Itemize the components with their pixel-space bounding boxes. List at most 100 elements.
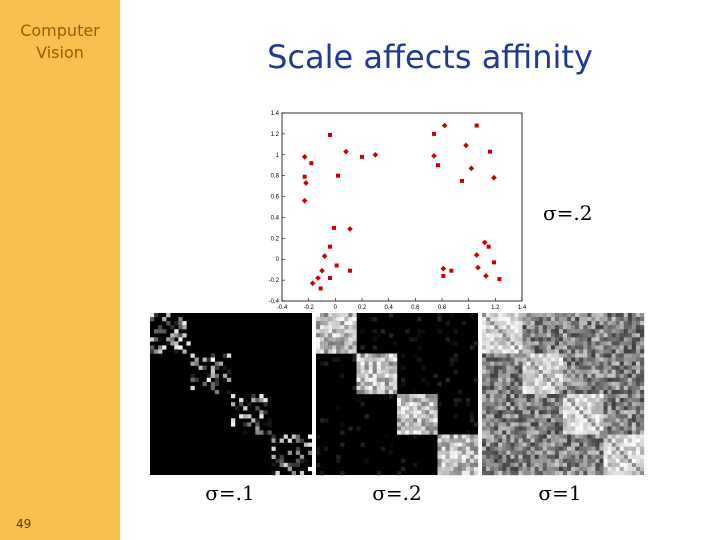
affinity-cell <box>502 365 507 370</box>
affinity-cell <box>222 377 228 383</box>
affinity-cell <box>530 317 535 322</box>
affinity-cell <box>360 389 365 395</box>
affinity-cell <box>372 381 377 387</box>
affinity-cell <box>486 365 491 370</box>
affinity-cell <box>441 462 446 468</box>
affinity-cell <box>486 349 491 354</box>
affinity-cell <box>534 462 539 468</box>
affinity-cell <box>538 470 543 476</box>
affinity-cell <box>542 406 547 411</box>
affinity-cell <box>482 422 487 427</box>
affinity-cell <box>550 426 556 431</box>
affinity-cell <box>384 373 390 378</box>
affinity-cell <box>591 365 596 370</box>
affinity-cell <box>457 466 462 472</box>
affinity-cell <box>413 430 418 435</box>
affinity-cell <box>482 470 487 476</box>
affinity-cell <box>413 394 418 399</box>
affinity-cell <box>441 434 446 439</box>
affinity-cell <box>441 450 446 455</box>
affinity-cell <box>546 349 552 354</box>
affinity-cell <box>506 365 511 370</box>
affinity-cell <box>397 430 402 435</box>
affinity-cell <box>490 426 495 431</box>
affinity-cell <box>510 381 515 387</box>
affinity-cell <box>631 430 637 435</box>
affinity-cell <box>498 389 503 395</box>
affinity-cell <box>482 402 487 407</box>
affinity-cell <box>409 430 414 435</box>
affinity-cell <box>623 369 628 374</box>
affinity-cell <box>599 357 604 362</box>
affinity-cell <box>595 406 600 411</box>
affinity-cell <box>534 377 539 383</box>
affinity-cell <box>619 337 624 342</box>
affinity-cell <box>510 422 515 427</box>
affinity-cell <box>469 454 475 459</box>
affinity-cell <box>534 470 539 476</box>
affinity-cell <box>579 458 584 464</box>
affinity-cell <box>502 406 507 411</box>
affinity-cell <box>356 389 361 395</box>
affinity-cell <box>558 313 564 318</box>
affinity-cell <box>554 418 560 423</box>
affinity-cell <box>388 394 394 399</box>
affinity-cell <box>502 414 507 419</box>
affinity-cell <box>639 385 645 391</box>
affinity-cell <box>421 422 426 427</box>
affinity-cell <box>413 426 418 431</box>
affinity-cell <box>571 442 576 447</box>
affinity-cell <box>635 430 641 435</box>
affinity-cell <box>635 369 641 374</box>
affinity-cell <box>328 349 333 354</box>
affinity-cell <box>303 458 309 464</box>
affinity-cell <box>607 349 612 354</box>
affinity-cell <box>619 345 624 350</box>
affinity-cell <box>413 389 418 395</box>
affinity-cell <box>506 418 511 423</box>
affinity-cell <box>356 385 361 391</box>
affinity-cell <box>554 394 560 399</box>
affinity-cell <box>514 377 519 383</box>
affinity-cell <box>271 434 276 439</box>
affinity-cell <box>465 442 471 447</box>
affinity-cell <box>554 446 560 451</box>
affinity-cell <box>627 333 633 338</box>
affinity-cell <box>457 446 462 451</box>
affinity-cell <box>546 341 552 346</box>
affinity-cell <box>392 377 398 383</box>
affinity-cell <box>522 402 527 407</box>
point <box>343 148 349 155</box>
affinity-cell <box>352 317 357 322</box>
affinity-cell <box>579 385 584 391</box>
affinity-cell <box>324 329 329 334</box>
affinity-cell <box>526 329 531 334</box>
affinity-cell <box>595 325 600 330</box>
affinity-cell <box>603 442 608 447</box>
affinity-cell <box>469 446 475 451</box>
affinity-cell <box>178 317 183 322</box>
affinity-cell <box>587 341 592 346</box>
affinity-cell <box>603 349 608 354</box>
affinity-cell <box>522 385 527 391</box>
affinity-cell <box>425 426 430 431</box>
affinity-cell <box>514 317 519 322</box>
affinity-cell <box>522 426 527 431</box>
affinity-cell <box>583 406 588 411</box>
affinity-cell <box>441 466 446 472</box>
affinity-cell <box>615 321 620 326</box>
affinity-cell <box>599 349 604 354</box>
affinity-cell <box>453 470 458 476</box>
affinity-cell <box>441 442 446 447</box>
affinity-cell <box>550 313 556 318</box>
affinity-cell <box>263 402 268 407</box>
affinity-cell <box>158 349 163 354</box>
affinity-cell <box>571 341 576 346</box>
affinity-cell <box>251 398 256 403</box>
affinity-cell <box>546 317 552 322</box>
affinity-cell <box>611 402 616 407</box>
affinity-cell <box>279 438 284 443</box>
x-tick-label: 0.6 <box>411 305 420 311</box>
affinity-cell <box>482 329 487 334</box>
affinity-cell <box>591 466 596 472</box>
